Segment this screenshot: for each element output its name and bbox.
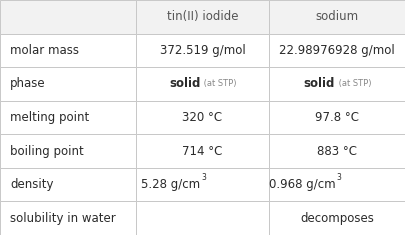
Bar (136, 134, 269, 168)
Bar (136, 0, 269, 34)
Bar (269, 34, 405, 67)
Text: (at STP): (at STP) (201, 79, 237, 88)
Text: phase: phase (10, 77, 46, 90)
Bar (0, 168, 136, 201)
Text: 3: 3 (336, 173, 341, 182)
Text: solubility in water: solubility in water (10, 212, 116, 225)
Bar (0, 67, 136, 101)
Text: tin(II) iodide: tin(II) iodide (167, 10, 238, 23)
Bar (0, 134, 136, 168)
Text: molar mass: molar mass (10, 44, 79, 57)
Bar (136, 34, 269, 67)
Bar (269, 0, 405, 34)
Text: 3: 3 (201, 173, 206, 182)
Bar (0, 101, 136, 134)
Bar (269, 67, 405, 101)
Text: 22.98976928 g/mol: 22.98976928 g/mol (279, 44, 395, 57)
Text: melting point: melting point (10, 111, 90, 124)
Text: decomposes: decomposes (300, 212, 374, 225)
Bar (269, 134, 405, 168)
Text: 0.968 g/cm: 0.968 g/cm (269, 178, 335, 191)
Bar (269, 201, 405, 235)
Text: 5.28 g/cm: 5.28 g/cm (141, 178, 200, 191)
Text: 97.8 °C: 97.8 °C (315, 111, 359, 124)
Bar (269, 168, 405, 201)
Text: density: density (10, 178, 53, 191)
Text: solid: solid (169, 77, 200, 90)
Bar (136, 101, 269, 134)
Bar (136, 168, 269, 201)
Text: 372.519 g/mol: 372.519 g/mol (160, 44, 245, 57)
Text: 320 °C: 320 °C (182, 111, 223, 124)
Text: sodium: sodium (315, 10, 359, 23)
Bar (136, 201, 269, 235)
Bar (0, 201, 136, 235)
Bar (269, 101, 405, 134)
Text: boiling point: boiling point (10, 145, 84, 158)
Bar (0, 0, 136, 34)
Text: (at STP): (at STP) (336, 79, 371, 88)
Text: 714 °C: 714 °C (182, 145, 223, 158)
Bar (136, 67, 269, 101)
Bar (0, 34, 136, 67)
Text: solid: solid (304, 77, 335, 90)
Text: 883 °C: 883 °C (317, 145, 357, 158)
